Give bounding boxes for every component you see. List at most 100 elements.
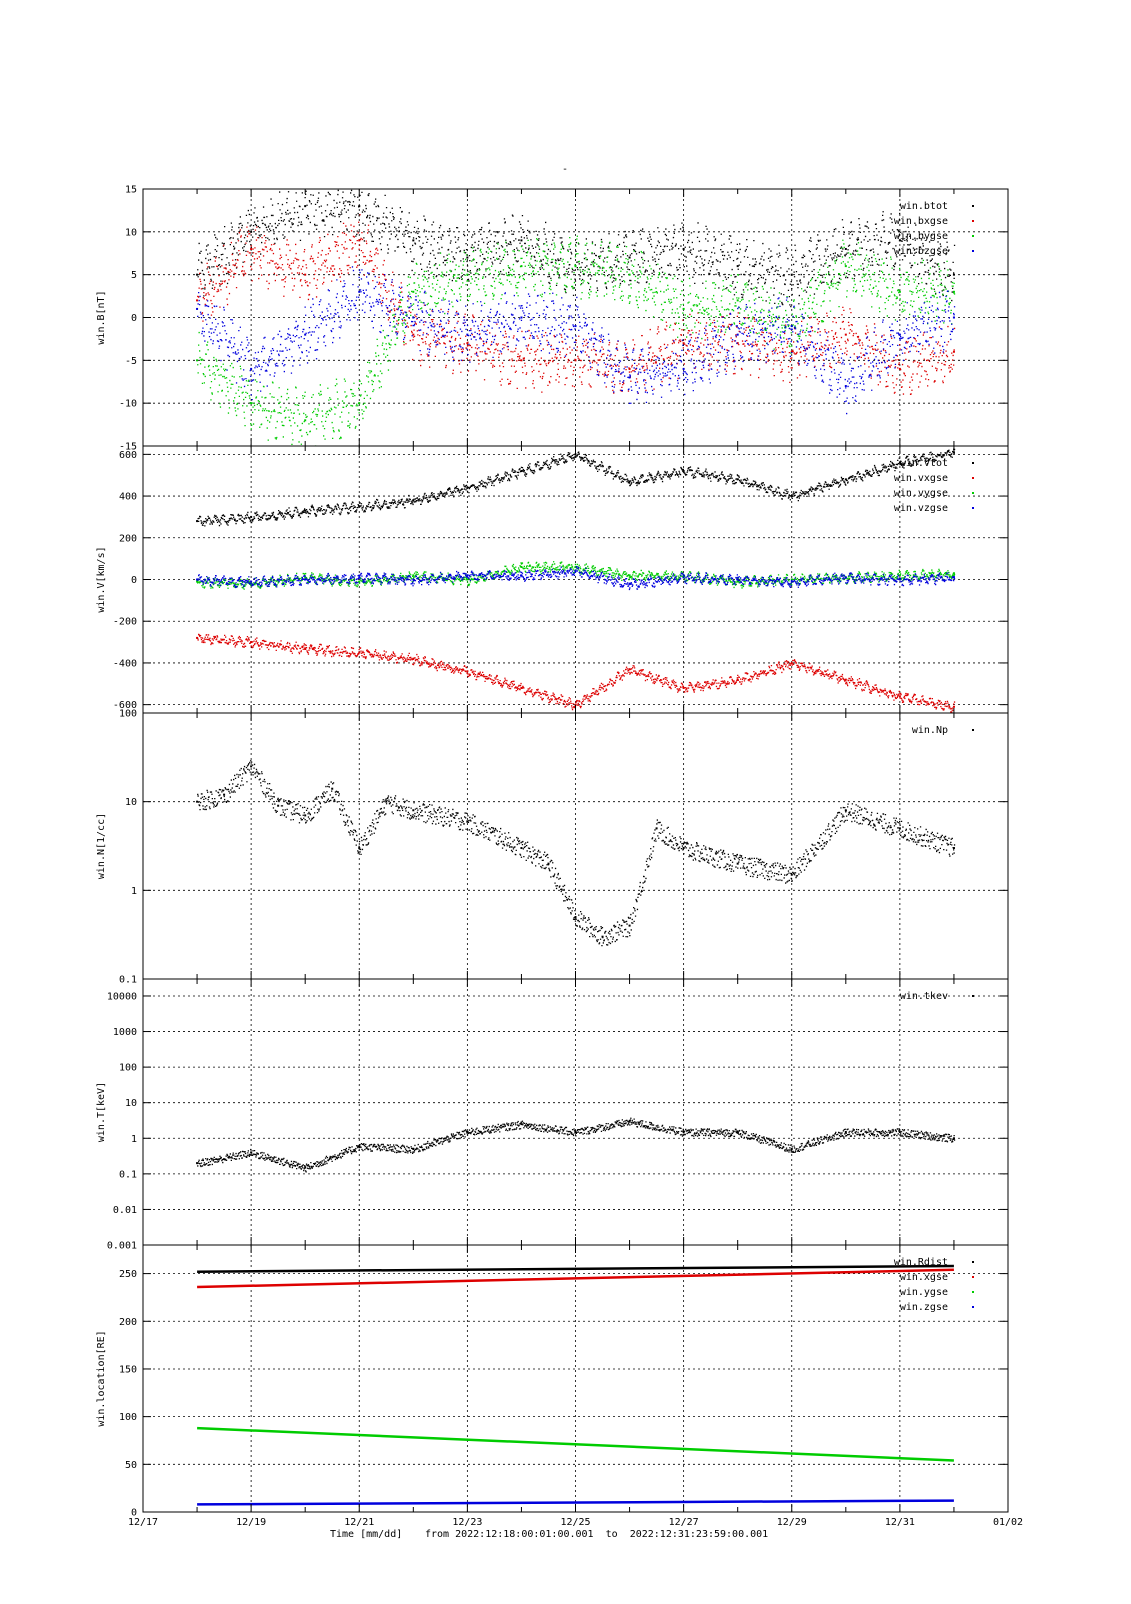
- data-point: [628, 376, 631, 379]
- data-point: [250, 402, 253, 405]
- data-point: [898, 367, 901, 370]
- legend-entry-label: win.bygse: [894, 231, 948, 242]
- x-axis-label: Time [mm/dd]: [330, 1529, 402, 1540]
- y-tick-label: 100: [119, 1063, 137, 1074]
- legend-entry-label: win.btot: [900, 201, 948, 212]
- data-point: [304, 1166, 307, 1169]
- panel-data: [196, 1117, 956, 1173]
- x-tick-label: 12/17: [128, 1517, 158, 1528]
- data-point: [466, 342, 469, 345]
- data-point: [898, 1131, 901, 1134]
- time-range-text: from 2022:12:18:00:01:00.001 to 2022:12:…: [425, 1529, 768, 1540]
- y-tick-label: 1: [131, 886, 137, 897]
- data-point: [412, 574, 415, 577]
- y-tick-label: 0.1: [119, 975, 137, 986]
- data-point: [196, 273, 199, 276]
- y-tick-label: 15: [125, 185, 137, 196]
- data-point: [736, 265, 739, 268]
- y-tick-label: 200: [119, 1317, 137, 1328]
- data-point: [601, 935, 604, 938]
- data-point: [790, 1147, 793, 1150]
- series-scatter: [197, 448, 956, 527]
- panel-4: 0.001 0.01 0.1 1 10 100 1000 10000 win.T[keV] win…: [96, 978, 1009, 1252]
- data-point: [844, 247, 847, 250]
- series-line: [197, 1268, 954, 1289]
- panel-1: -15 -10 -5 0 5 10 15 win.B[nT] win.btot win.bxgse…: [96, 185, 1009, 453]
- data-point: [412, 239, 415, 242]
- data-point: [736, 333, 739, 336]
- y-tick-label: 100: [119, 709, 137, 720]
- legend-entry-label: win.bzgse: [894, 246, 948, 257]
- data-point: [466, 670, 469, 673]
- x-tick-label: 12/25: [560, 1517, 590, 1528]
- data-point: [790, 350, 793, 353]
- y-tick-label: -600: [113, 700, 137, 711]
- data-point: [682, 470, 685, 473]
- legend-entry-label: win.tkev: [900, 991, 948, 1002]
- series-win.bygse: [196, 235, 956, 446]
- legend-entry-marker: [972, 1306, 974, 1308]
- legend-entry-marker: [972, 1276, 974, 1278]
- data-point: [790, 873, 793, 876]
- legend-entry-marker: [972, 1261, 974, 1263]
- series-win.zgse: [197, 1499, 954, 1506]
- data-point: [682, 367, 685, 370]
- y-tick-label: 50: [125, 1460, 137, 1471]
- y-tick-label: 0: [131, 1508, 137, 1519]
- y-tick-label: 100: [119, 1412, 137, 1423]
- data-point: [466, 273, 469, 276]
- data-point: [898, 290, 901, 293]
- x-tick-label: 12/31: [885, 1517, 915, 1528]
- panel-3: 0.1 1 10 100 win.N[1/cc] win.Np: [96, 709, 1009, 986]
- legend-entry-marker: [972, 729, 974, 731]
- data-point: [520, 565, 523, 568]
- data-point: [952, 350, 955, 353]
- series-scatter: [197, 214, 956, 395]
- legend-entry-label: win.ygse: [900, 1287, 948, 1298]
- data-point: [574, 325, 577, 328]
- data-point: [358, 239, 361, 242]
- data-point: [196, 578, 199, 581]
- data-point: [736, 578, 739, 581]
- data-point: [682, 307, 685, 310]
- data-point: [628, 1120, 631, 1123]
- data-point: [277, 804, 280, 807]
- y-tick-label: -15: [119, 442, 137, 453]
- series-scatter: [197, 1117, 956, 1173]
- data-point: [952, 316, 955, 319]
- data-point: [385, 800, 388, 803]
- x-tick-label: 12/19: [236, 1517, 266, 1528]
- data-point: [196, 520, 199, 523]
- series-win.vxgse: [196, 633, 956, 713]
- data-point: [736, 299, 739, 302]
- legend-entry-marker: [972, 462, 974, 464]
- data-point: [844, 385, 847, 388]
- data-point: [466, 820, 469, 823]
- legend-entry-marker: [972, 220, 974, 222]
- data-point: [250, 515, 253, 518]
- data-point: [574, 359, 577, 362]
- data-point: [196, 359, 199, 362]
- data-point: [304, 419, 307, 422]
- series-win.bzgse: [196, 266, 956, 415]
- legend-entry-marker: [972, 492, 974, 494]
- series-win.tkev: [196, 1117, 956, 1173]
- data-point: [466, 256, 469, 259]
- series-win.Np: [196, 760, 956, 947]
- data-point: [358, 847, 361, 850]
- data-point: [898, 461, 901, 464]
- data-point: [412, 333, 415, 336]
- series-line: [197, 1264, 954, 1273]
- data-point: [412, 578, 415, 581]
- data-point: [412, 499, 415, 502]
- data-point: [331, 787, 334, 790]
- series-win.bxgse: [196, 214, 956, 395]
- data-point: [682, 1131, 685, 1134]
- y-tick-label: 1: [131, 1134, 137, 1145]
- data-point: [547, 862, 550, 865]
- data-point: [412, 809, 415, 812]
- y-axis-label: win.location[RE]: [96, 1330, 107, 1426]
- data-point: [250, 230, 253, 233]
- y-tick-label: -5: [125, 356, 137, 367]
- legend-entry-label: win.vygse: [894, 488, 948, 499]
